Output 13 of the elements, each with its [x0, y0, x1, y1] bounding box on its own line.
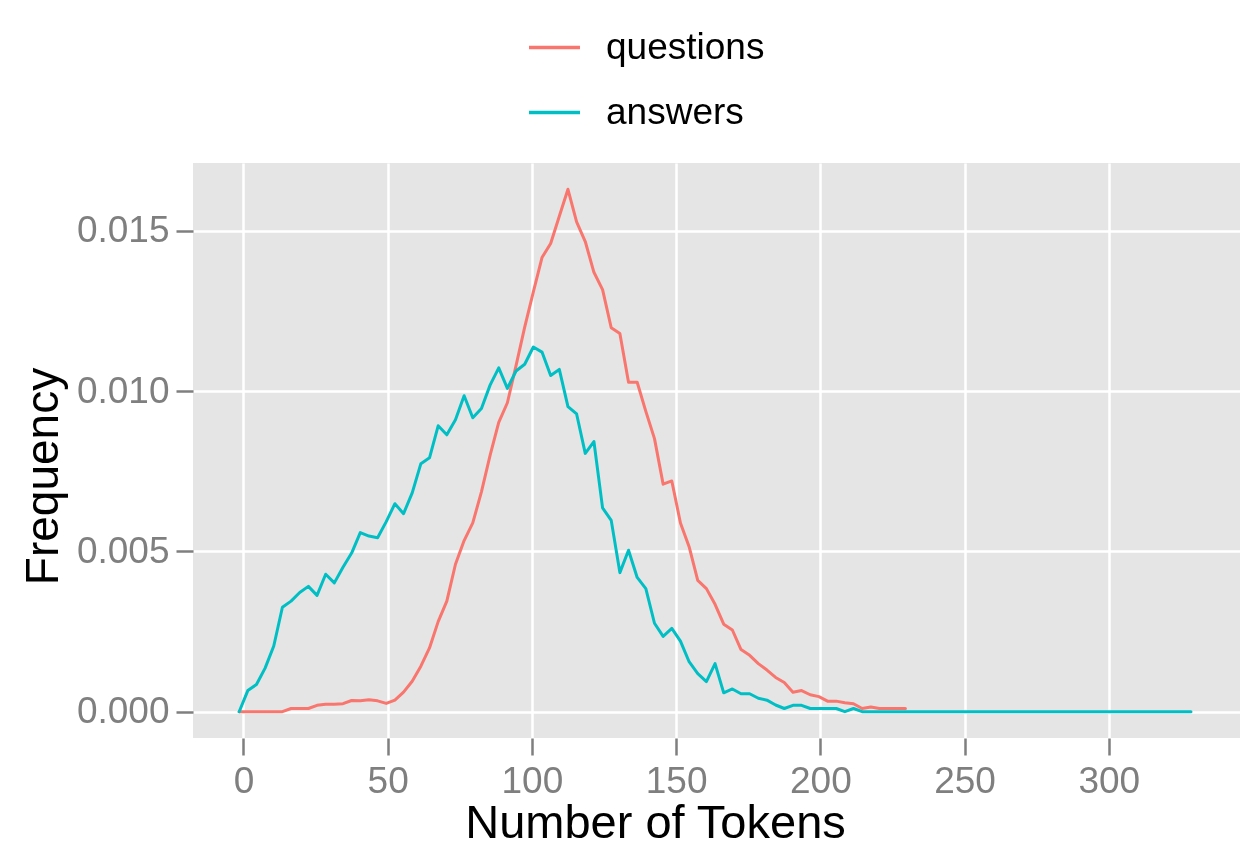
x-tick-label: 0 — [233, 759, 255, 801]
y-tick-label: 0.015 — [76, 209, 170, 251]
x-tick-label: 50 — [367, 759, 409, 801]
y-tick-label: 0.000 — [76, 690, 170, 732]
y-tick-label: 0.010 — [76, 369, 170, 411]
line-series — [237, 187, 907, 714]
legend-label: questions — [606, 25, 765, 67]
x-tick-label: 300 — [1078, 759, 1141, 801]
y-axis-title: Frequency — [15, 367, 68, 586]
x-tick-label: 250 — [934, 759, 996, 801]
y-tick-label: 0.005 — [76, 529, 170, 571]
legend-label: answers — [606, 90, 744, 132]
line-series — [237, 345, 1193, 714]
